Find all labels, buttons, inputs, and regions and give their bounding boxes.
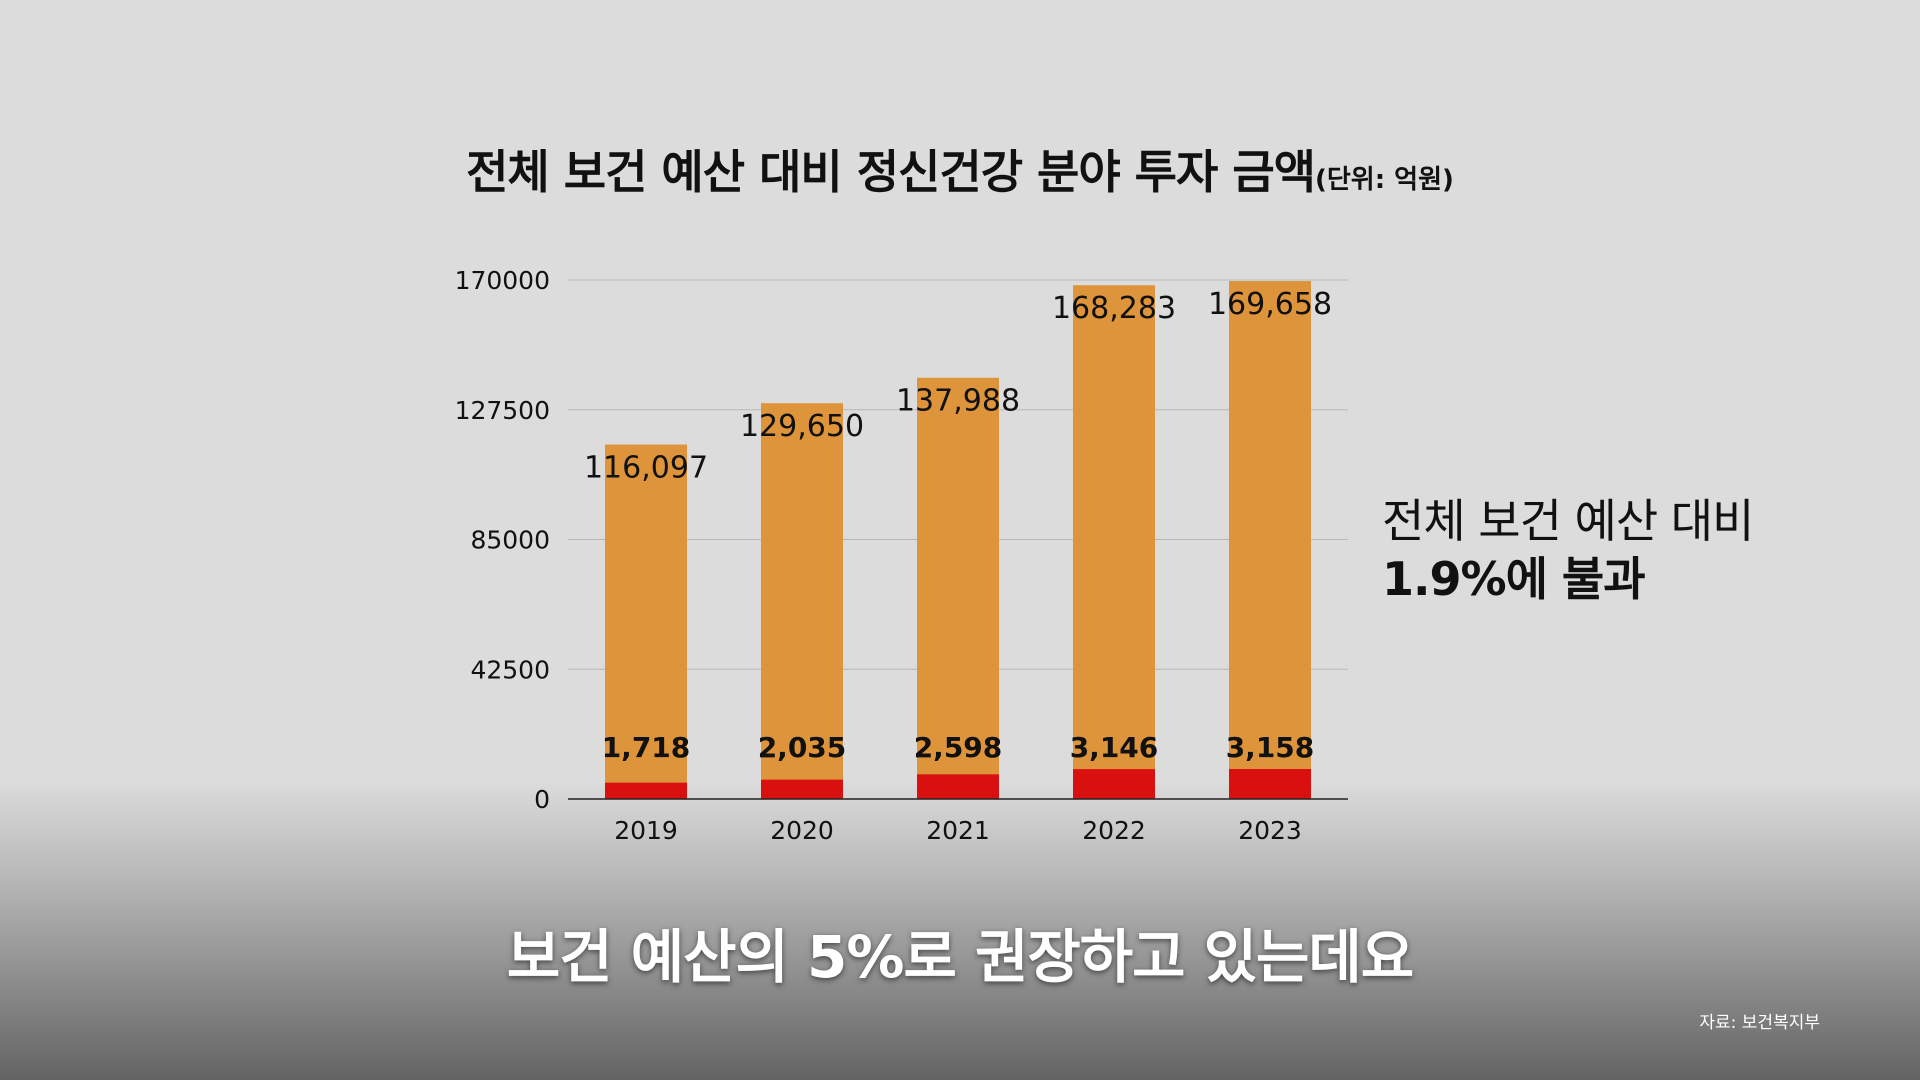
x-tick-label: 2019 (614, 816, 678, 845)
total-budget-value-label: 116,097 (584, 451, 708, 486)
y-tick-label: 42500 (470, 655, 550, 684)
y-tick-label: 85000 (470, 526, 550, 555)
total-budget-bar (1229, 281, 1311, 800)
x-axis-ticks: 2019 2020 2021 2022 2023 (614, 816, 1302, 845)
mental-health-value-label: 3,146 (1070, 731, 1159, 764)
total-budget-bar (1073, 285, 1155, 799)
annotation-line2: 1.9%에 불과 (1382, 552, 1646, 606)
total-budget-value-label: 137,988 (896, 384, 1020, 419)
bottom-shade (0, 780, 1920, 1080)
mental-health-value-label: 1,718 (602, 731, 691, 764)
x-tick-label: 2020 (770, 816, 834, 845)
total-budget-bar (917, 377, 999, 799)
mental-health-bar (605, 782, 687, 799)
y-tick-label: 127500 (455, 396, 550, 425)
mental-health-bar (1073, 769, 1155, 799)
total-budget-value-label: 129,650 (740, 409, 864, 444)
total-budget-value-label: 169,658 (1208, 287, 1332, 322)
mental-health-value-label: 2,035 (758, 731, 847, 764)
x-tick-label: 2023 (1238, 816, 1302, 845)
x-tick-label: 2022 (1082, 816, 1146, 845)
chart-title: 전체 보건 예산 대비 정신건강 분야 투자 금액(단위: 억원) (0, 136, 1920, 202)
total-budget-bar (605, 444, 687, 799)
total-budget-value-label: 168,283 (1052, 291, 1176, 326)
mental-health-bar (761, 779, 843, 799)
chart-title-text: 전체 보건 예산 대비 정신건강 분야 투자 금액 (466, 145, 1316, 199)
x-tick-label: 2021 (926, 816, 990, 845)
mental-health-bar (1229, 769, 1311, 799)
annotation-line1: 전체 보건 예산 대비 (1382, 494, 1754, 548)
total-budget-bar (761, 403, 843, 799)
y-axis-ticks: 0 42500 85000 127500 170000 (455, 266, 550, 814)
mental-health-value-label: 3,158 (1226, 731, 1315, 764)
bars: 116,097 1,718 129,650 2,035 137,988 2,598 168,… (584, 281, 1332, 800)
mental-health-value-label: 2,598 (914, 731, 1003, 764)
mental-health-bar (917, 774, 999, 799)
y-tick-label: 0 (534, 785, 550, 814)
source-credit: 자료: 보건복지부 (1699, 1013, 1820, 1033)
y-tick-label: 170000 (455, 266, 550, 295)
chart-title-unit: (단위: 억원) (1314, 165, 1454, 195)
video-subtitle: 보건 예산의 5%로 권장하고 있는데요 (506, 923, 1414, 991)
annotation: 전체 보건 예산 대비 1.9%에 불과 (1382, 492, 1754, 608)
